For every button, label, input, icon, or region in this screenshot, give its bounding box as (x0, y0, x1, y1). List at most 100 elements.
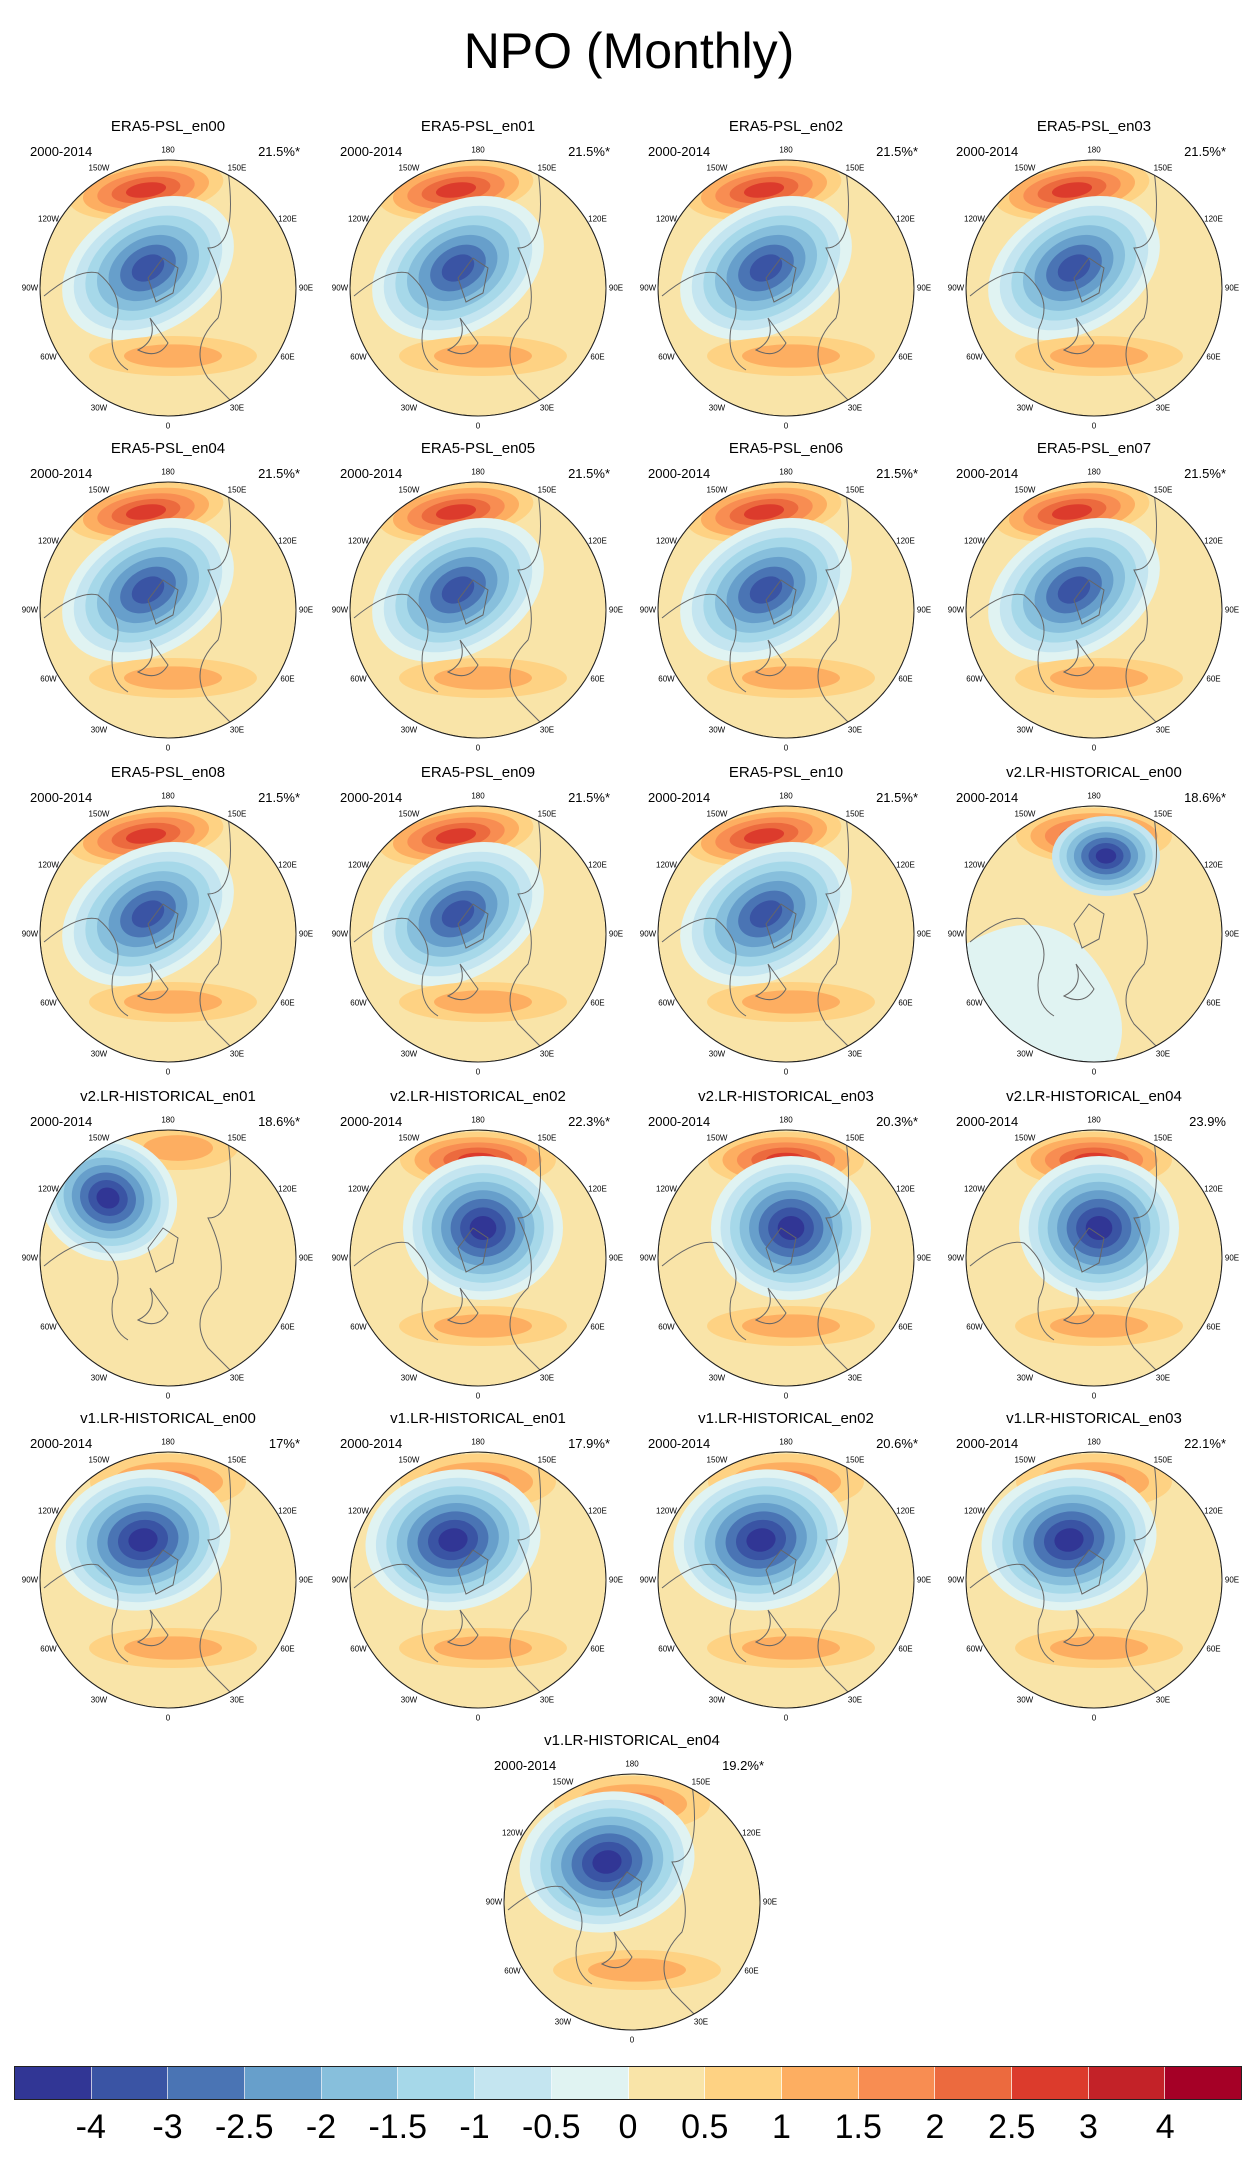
longitude-label: 120E (1204, 1184, 1223, 1194)
longitude-label: 30W (708, 403, 726, 412)
map-panel: v1.LR-HISTORICAL_en04 2000-2014 19.2%* 180 1… (482, 1732, 782, 2045)
longitude-label: 30E (539, 1695, 555, 1704)
panel-period: 2000-2014 (956, 466, 1019, 481)
longitude-label: 60E (590, 674, 605, 684)
longitude-label: 60W (966, 998, 983, 1008)
map-field (658, 482, 914, 738)
map-panel: ERA5-PSL_en04 2000-2014 21.5%* 180 150W 150E 1… (18, 440, 318, 753)
longitude-label: 90E (1224, 1253, 1240, 1263)
longitude-label: 180 (779, 791, 793, 801)
map-field (658, 806, 914, 1062)
longitude-label: 30W (708, 1049, 726, 1058)
longitude-label: 60W (966, 1322, 983, 1332)
longitude-label: 120E (588, 214, 607, 224)
coastline-greenland (136, 1609, 169, 1647)
longitude-label: 0 (783, 1067, 789, 1077)
longitude-label: 30W (90, 725, 108, 734)
coastline-arctic-islands (765, 1549, 797, 1595)
longitude-label: 120W (656, 214, 677, 224)
longitude-label: 0 (475, 743, 481, 753)
longitude-label: 120W (964, 536, 985, 546)
longitude-label: 30W (400, 1695, 418, 1704)
longitude-label: 180 (161, 791, 175, 801)
longitude-label: 180 (625, 1759, 639, 1769)
longitude-label: 150E (537, 1133, 557, 1143)
coastline-eurasia (199, 491, 239, 731)
polar-map (39, 1129, 297, 1387)
atlantic-high-contour-1 (742, 1314, 840, 1338)
longitude-label: 60W (350, 352, 367, 362)
longitude-label: 30W (708, 725, 726, 734)
longitude-label: 30W (1016, 1373, 1034, 1382)
longitude-label: 60W (350, 998, 367, 1008)
longitude-label: 180 (779, 145, 793, 155)
panel-title: ERA5-PSL_en03 (1036, 118, 1152, 135)
longitude-label: 30E (1155, 403, 1171, 412)
coastline-greenland (1062, 317, 1095, 355)
panel-title: v2.LR-HISTORICAL_en04 (1006, 1088, 1182, 1105)
polar-map (39, 805, 297, 1063)
coastline-eurasia (1125, 815, 1165, 1055)
longitude-label: 30E (539, 725, 555, 734)
atlantic-high-contour-1 (434, 990, 532, 1014)
map-rim (965, 159, 1223, 417)
panel-title: v2.LR-HISTORICAL_en03 (698, 1088, 874, 1105)
longitude-label: 30W (90, 1373, 108, 1382)
atlantic-high-contour-1 (742, 344, 840, 368)
longitude-label: 0 (1091, 421, 1097, 431)
longitude-label: 60W (966, 674, 983, 684)
longitude-label: 180 (779, 1115, 793, 1125)
map-rim (39, 1129, 297, 1387)
panel-title: v1.LR-HISTORICAL_en02 (698, 1410, 874, 1427)
longitude-label: 90W (331, 283, 349, 293)
map-panel: v1.LR-HISTORICAL_en01 2000-2014 17.9%* 180 1… (328, 1410, 628, 1723)
panel-title: ERA5-PSL_en09 (420, 764, 536, 781)
central-low-contour-7 (438, 1528, 468, 1552)
longitude-label: 90E (298, 1575, 314, 1585)
longitude-label: 120E (1204, 214, 1223, 224)
coastline-americas (353, 917, 439, 1017)
central-low-contour-7 (592, 1850, 622, 1874)
pacific-high-contour-4 (125, 182, 167, 198)
polar-map (965, 1129, 1223, 1387)
longitude-label: 60W (40, 998, 57, 1008)
colorbar-segment (1011, 2067, 1089, 2099)
panel-title: ERA5-PSL_en08 (110, 764, 226, 781)
longitude-label: 150W (88, 809, 110, 819)
longitude-label: 120W (348, 536, 369, 546)
coastline-eurasia (509, 169, 549, 409)
longitude-label: 90W (947, 1575, 965, 1585)
longitude-label: 180 (471, 1437, 485, 1447)
panel-variance: 20.3%* (876, 1114, 918, 1129)
coastline-greenland (754, 963, 787, 1001)
longitude-label: 150E (1153, 1133, 1173, 1143)
coastline-greenland (1062, 963, 1095, 1001)
colorbar-labels: -4 -3 -2.5 -2 -1.5 -1 -0.5 0 0.5 1 1.5 2 2.5 3 4 (14, 2108, 1242, 2152)
pacific-high-contour-4 (743, 182, 785, 198)
longitude-label: 30E (229, 1373, 245, 1382)
panel-period: 2000-2014 (340, 790, 403, 805)
longitude-label: 90W (21, 1575, 39, 1585)
coastline-americas (661, 1241, 747, 1341)
longitude-label: 30E (539, 1049, 555, 1058)
atlantic-high-contour-1 (742, 1636, 840, 1660)
longitude-label: 180 (471, 1115, 485, 1125)
coastline-americas (661, 917, 747, 1017)
longitude-label: 30W (400, 1373, 418, 1382)
longitude-label: 120W (656, 1184, 677, 1194)
longitude-label: 30E (229, 1049, 245, 1058)
coastline-greenland (754, 1609, 787, 1647)
central-low-contour-6 (1057, 576, 1091, 604)
central-low-contour-6 (749, 576, 783, 604)
central-low-contour-6 (749, 254, 783, 282)
longitude-label: 60W (350, 1644, 367, 1654)
longitude-label: 60E (1206, 1644, 1221, 1654)
colorbar-segment (935, 2067, 1012, 2099)
longitude-label: 0 (475, 1067, 481, 1077)
atlantic-high-contour-1 (1050, 344, 1148, 368)
longitude-label: 180 (1087, 1437, 1101, 1447)
coastline-arctic-islands (147, 1227, 179, 1273)
longitude-label: 150W (398, 1455, 420, 1465)
coastline-arctic-islands (611, 1871, 643, 1917)
longitude-label: 60W (966, 1644, 983, 1654)
